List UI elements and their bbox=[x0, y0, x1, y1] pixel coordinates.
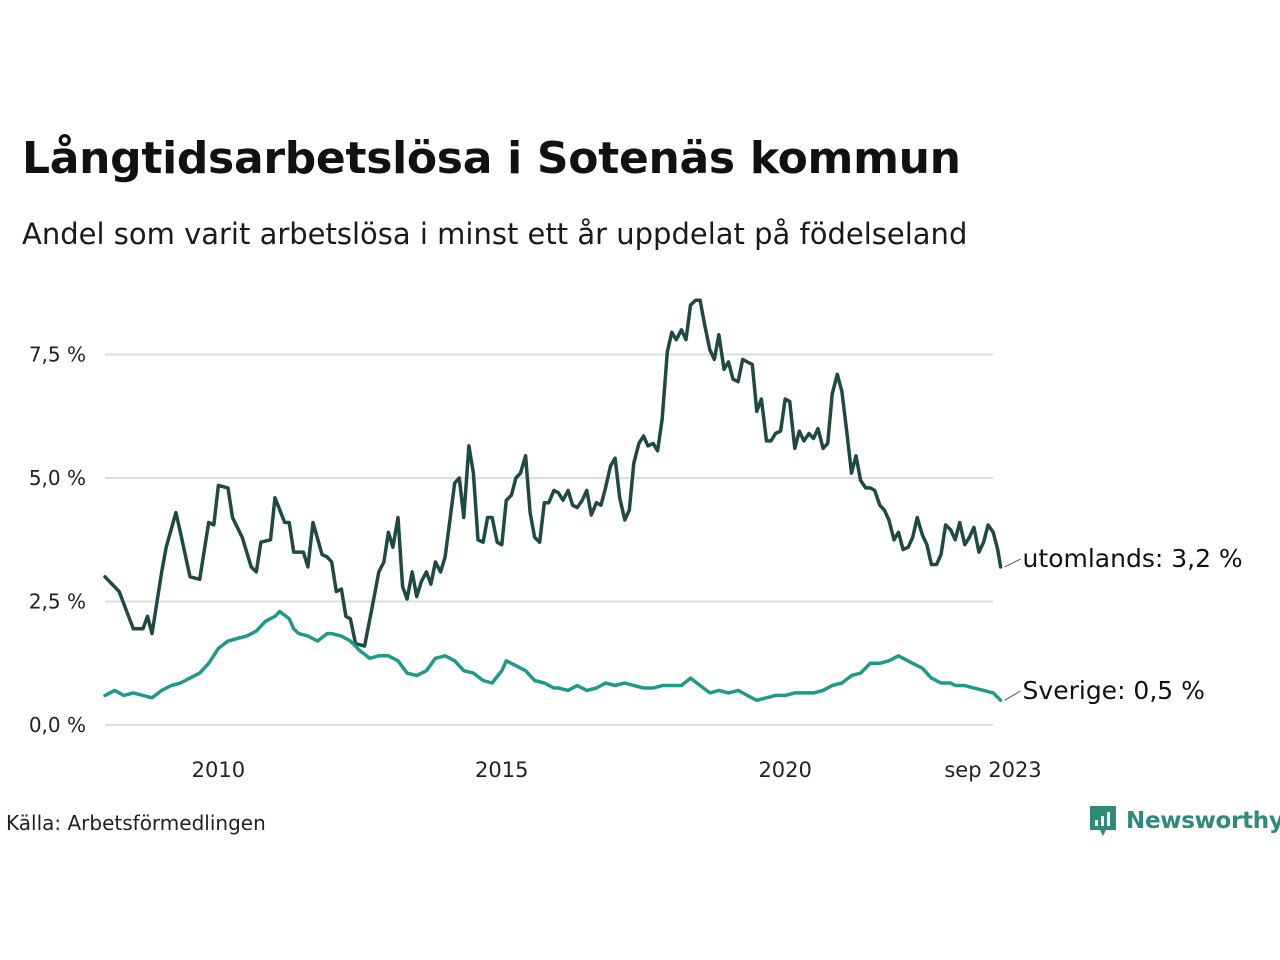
x-tick-label: sep 2023 bbox=[944, 758, 1041, 782]
brand-name: Newsworthy bbox=[1126, 808, 1280, 834]
source-note: Källa: Arbetsförmedlingen bbox=[6, 811, 266, 835]
series-end-label: utomlands: 3,2 % bbox=[1023, 544, 1243, 573]
newsworthy-icon bbox=[1090, 806, 1116, 836]
series-line-sverige bbox=[103, 609, 1003, 703]
series-end-label: Sverige: 0,5 % bbox=[1023, 676, 1205, 705]
x-tick-label: 2020 bbox=[758, 758, 811, 782]
y-tick-label: 5,0 % bbox=[29, 466, 86, 490]
series-line-utomlands bbox=[103, 298, 1003, 648]
series-lines bbox=[103, 298, 1003, 703]
x-tick-label: 2010 bbox=[192, 758, 245, 782]
brand-logo[interactable]: Newsworthy bbox=[1088, 804, 1280, 838]
chart-title: Långtidsarbetslösa i Sotenäs kommun bbox=[22, 133, 961, 184]
y-axis-ticks: 0,0 % 2,5 % 5,0 % 7,5 % bbox=[29, 343, 86, 738]
series-end-labels: utomlands: 3,2 % Sverige: 0,5 % bbox=[1004, 544, 1243, 705]
x-axis-ticks: 2010 2015 2020 sep 2023 bbox=[192, 758, 1042, 782]
x-tick-label: 2015 bbox=[475, 758, 528, 782]
gridlines bbox=[105, 353, 993, 726]
y-tick-label: 2,5 % bbox=[29, 590, 86, 614]
label-leader-line bbox=[1004, 690, 1021, 701]
y-tick-label: 7,5 % bbox=[29, 343, 86, 367]
chart-subtitle: Andel som varit arbetslösa i minst ett å… bbox=[22, 217, 968, 251]
y-tick-label: 0,0 % bbox=[29, 713, 86, 737]
label-leader-line bbox=[1004, 558, 1021, 568]
